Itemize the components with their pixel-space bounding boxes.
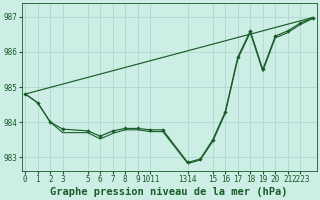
X-axis label: Graphe pression niveau de la mer (hPa): Graphe pression niveau de la mer (hPa) <box>50 186 288 197</box>
